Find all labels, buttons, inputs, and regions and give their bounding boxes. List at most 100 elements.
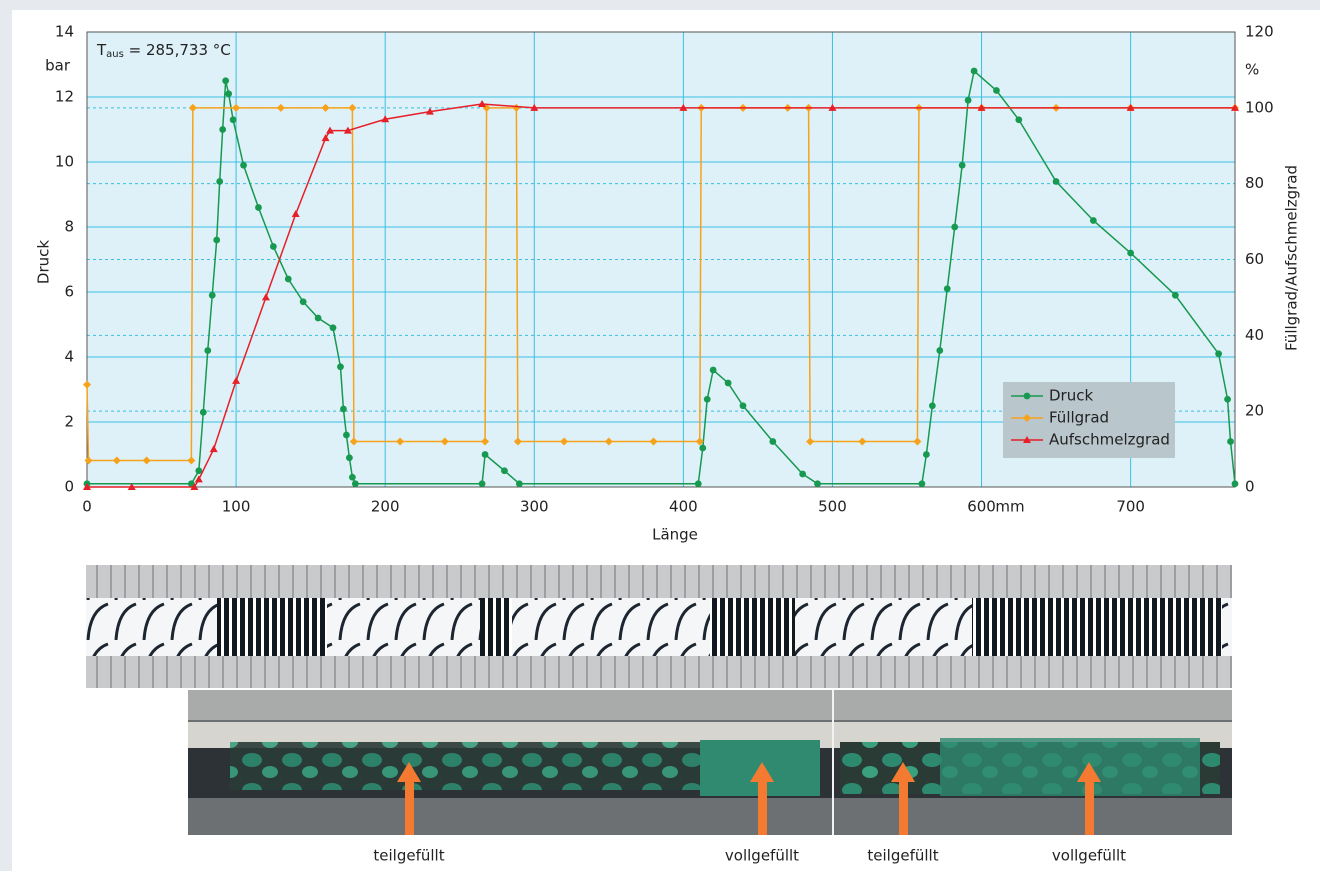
point (515, 480, 523, 488)
point (1231, 103, 1239, 111)
plot-border (86, 31, 1236, 488)
point (348, 103, 357, 112)
point (828, 103, 837, 111)
legend-label: Aufschmelzgrad (1049, 431, 1170, 449)
point (314, 314, 322, 322)
annotation: Taus = 285,733 °C (96, 41, 231, 61)
point (695, 437, 704, 446)
point (739, 402, 747, 410)
point (225, 90, 233, 98)
point (329, 324, 337, 332)
x-tick-label: 300 (520, 498, 549, 516)
point (481, 437, 490, 446)
point (190, 483, 199, 490)
frame-left (0, 0, 12, 871)
point (199, 408, 207, 416)
y-tick-label: 4 (64, 348, 74, 366)
y2-tick-label: 80 (1245, 174, 1264, 192)
y-tick-label: 2 (64, 413, 74, 431)
point (321, 103, 330, 112)
point (187, 456, 196, 465)
point (222, 77, 230, 85)
point (679, 103, 688, 111)
photo (188, 690, 1232, 835)
legend-box (1003, 382, 1175, 458)
point (349, 437, 358, 446)
legend-label: Füllgrad (1049, 409, 1109, 427)
point (340, 405, 347, 413)
point (232, 376, 241, 384)
point (1126, 103, 1135, 111)
point (188, 103, 197, 112)
point (440, 437, 449, 446)
point (284, 275, 292, 283)
point (1227, 438, 1234, 445)
point (1171, 291, 1179, 299)
point (977, 103, 986, 111)
point (1127, 249, 1135, 257)
point (299, 298, 307, 306)
point (913, 437, 922, 446)
point (958, 161, 966, 169)
point (425, 107, 434, 115)
x-axis-title: Länge (652, 526, 698, 544)
annotation-part: = 285,733 °C (124, 41, 231, 59)
point (112, 456, 121, 465)
point (1224, 395, 1231, 403)
point (255, 204, 262, 211)
point (918, 480, 926, 488)
y2-axis-title: Füllgrad/Aufschmelzgrad (1283, 165, 1301, 351)
series-line (87, 103, 1235, 488)
point (269, 243, 277, 250)
photo-label: vollgefüllt (725, 847, 799, 865)
point (478, 480, 486, 488)
x-tick-label: 500 (818, 498, 847, 516)
point (709, 366, 717, 374)
photo-label: teilgefüllt (373, 847, 444, 865)
point (806, 437, 815, 446)
point (291, 210, 300, 217)
point (216, 178, 224, 185)
point (337, 363, 344, 371)
y2-tick-label: 0 (1245, 478, 1255, 496)
point (194, 475, 203, 483)
y2-tick-label: 20 (1245, 402, 1264, 420)
point (240, 161, 247, 169)
point (993, 87, 1000, 94)
point (928, 402, 936, 410)
legend: Druck Füllgrad Aufschmelzgrad (1003, 382, 1175, 458)
point (1015, 116, 1023, 124)
point (261, 293, 270, 301)
point (769, 438, 777, 445)
chart: 0 100 200 300 400 500 600 700 0 2 4 6 8 10 12 14 0 20 40 60… (35, 23, 1301, 544)
point (84, 456, 93, 465)
point (936, 347, 944, 354)
point (724, 379, 732, 387)
y-tick-label: 0 (64, 478, 74, 496)
y2-tick-label: 120 (1245, 23, 1274, 41)
point (501, 467, 508, 475)
y-unit: bar (45, 57, 71, 75)
screw-drawing (86, 565, 1232, 688)
y-tick-label: 8 (64, 218, 74, 236)
y2-tick-label: 60 (1245, 250, 1264, 268)
point (951, 223, 959, 231)
legend-marker (1023, 392, 1031, 400)
legend-marker (1023, 414, 1031, 422)
point (703, 395, 711, 403)
point (326, 126, 335, 134)
y-tick-label: 12 (55, 88, 74, 106)
point (943, 285, 951, 293)
point (560, 437, 569, 446)
x-unit: mm (995, 498, 1024, 516)
point (649, 437, 658, 446)
legend-marker (1023, 436, 1031, 443)
x-tick-label: 100 (222, 498, 251, 516)
x-tick-label: 0 (82, 498, 92, 516)
point (204, 347, 212, 354)
point (970, 67, 978, 75)
point (396, 437, 405, 446)
frame-top (0, 0, 1320, 10)
y-tick-label: 14 (55, 23, 74, 41)
